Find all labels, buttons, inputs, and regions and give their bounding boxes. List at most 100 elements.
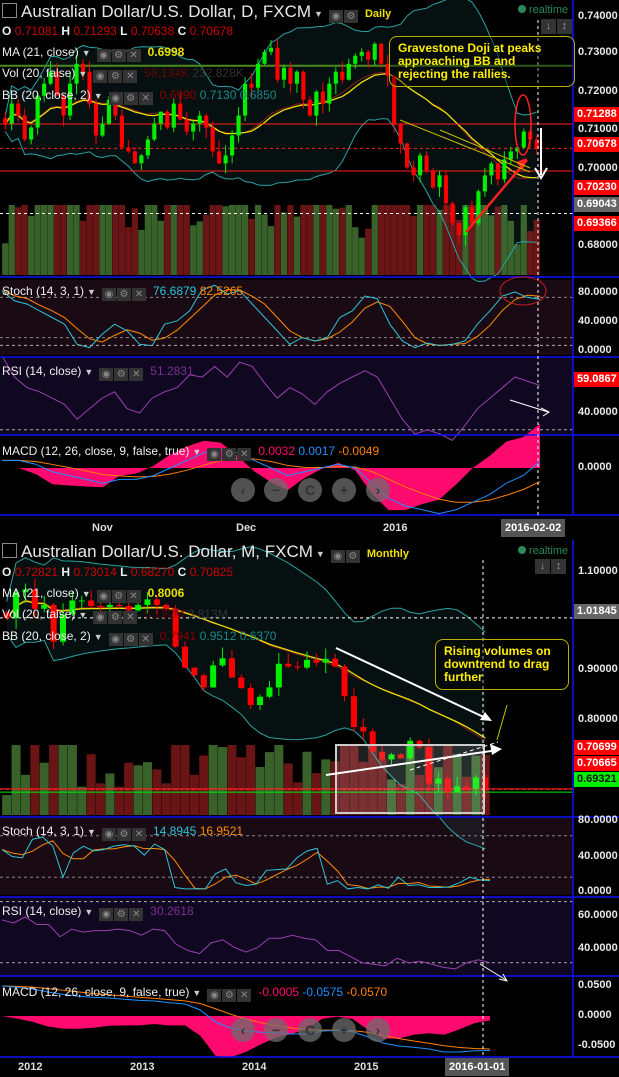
candle-body <box>153 599 160 605</box>
reset-icon[interactable]: C <box>298 1018 322 1042</box>
close-icon[interactable]: ✕ <box>126 590 141 603</box>
gear-icon[interactable]: ⚙ <box>345 550 360 563</box>
volume-bar <box>96 783 106 815</box>
bollinger-lower <box>4 118 537 283</box>
close-icon[interactable]: ✕ <box>237 989 252 1002</box>
bollinger-band-fill <box>5 0 537 282</box>
monthly-annotation-callout[interactable]: Rising volumes on downtrend to drag furt… <box>435 639 569 690</box>
close-icon[interactable]: ✕ <box>138 633 153 646</box>
close-icon[interactable]: ✕ <box>129 368 144 381</box>
eye-icon[interactable]: ◉ <box>207 989 222 1002</box>
eye-icon[interactable]: ◉ <box>328 10 343 23</box>
scale-icon[interactable]: ↕ <box>557 19 572 34</box>
gear-icon[interactable]: ⚙ <box>108 70 123 83</box>
gear-icon[interactable]: ⚙ <box>108 611 123 624</box>
candle-body <box>392 75 397 124</box>
monthly-chart-title[interactable]: Australian Dollar/U.S. Dollar, M, FXCM ▼ ◉… <box>2 542 409 563</box>
chevron-down-icon[interactable]: ▼ <box>315 549 325 559</box>
candle-body <box>217 151 222 164</box>
eye-icon[interactable]: ◉ <box>101 288 116 301</box>
daily-rsi-legend[interactable]: RSI (14, close) ▼ ◉ ⚙ ✕ 51.2831 <box>2 364 194 381</box>
daily-annotation-callout[interactable]: Gravestone Doji at peaks approaching BB … <box>389 36 575 87</box>
close-icon[interactable]: ✕ <box>123 611 138 624</box>
daily-stoch-legend[interactable]: Stoch (14, 3, 1) ▼ ◉ ⚙ ✕ 76.6879 82.5265 <box>2 284 244 301</box>
gear-icon[interactable]: ⚙ <box>123 633 138 646</box>
chevron-right-icon[interactable]: › <box>366 478 390 502</box>
volume-bar <box>21 205 28 275</box>
eye-icon[interactable]: ◉ <box>108 92 123 105</box>
ma-legend[interactable]: MA (21, close) ▼ ◉ ⚙ ✕ 0.6998 <box>2 45 185 62</box>
candle-body <box>482 175 487 192</box>
gear-icon[interactable]: ⚙ <box>343 10 358 23</box>
gear-icon[interactable]: ⚙ <box>123 92 138 105</box>
candle-body <box>236 115 241 136</box>
close-icon[interactable]: ✕ <box>126 49 141 62</box>
eye-icon[interactable]: ◉ <box>93 611 108 624</box>
close-icon[interactable]: ✕ <box>131 288 146 301</box>
chevron-down-icon[interactable]: ▼ <box>314 9 323 19</box>
eye-icon[interactable]: ◉ <box>99 908 114 921</box>
eye-icon[interactable]: ◉ <box>96 590 111 603</box>
volume-bar <box>293 216 301 275</box>
gear-icon[interactable]: ⚙ <box>116 288 131 301</box>
candle-body <box>341 666 348 697</box>
arrow-head <box>498 973 509 982</box>
volume-bar <box>287 205 294 275</box>
volume-bar <box>66 205 74 275</box>
bb-legend[interactable]: BB (20, close, 2) ▼ ◉ ⚙ ✕ 0.6990 0.7130 0.685… <box>2 88 277 105</box>
gear-icon[interactable]: ⚙ <box>222 448 237 461</box>
eye-icon[interactable]: ◉ <box>96 49 111 62</box>
volume-bar <box>368 745 378 815</box>
close-icon[interactable]: ✕ <box>138 92 153 105</box>
minus-icon[interactable]: − <box>264 1018 288 1042</box>
chevron-left-icon[interactable]: ‹ <box>231 1018 255 1042</box>
volume-bar <box>8 205 15 275</box>
gear-icon[interactable]: ⚙ <box>114 368 129 381</box>
plus-icon[interactable]: + <box>332 1018 356 1042</box>
vol-legend[interactable]: Vol (20, false) ▼ ◉ ⚙ ✕ 59.134K 232.828K <box>2 66 244 83</box>
chevron-right-icon[interactable]: › <box>366 1018 390 1042</box>
ma-legend[interactable]: MA (21, close) ▼ ◉ ⚙ ✕ 0.8006 <box>2 586 185 603</box>
daily-macd-legend[interactable]: MACD (12, 26, close, 9, false, true) ▼ ◉ ⚙ ✕… <box>2 444 380 461</box>
monthly-macd-legend[interactable]: MACD (12, 26, close, 9, false, true) ▼ ◉ ⚙ ✕… <box>2 985 388 1002</box>
plus-icon[interactable]: + <box>332 478 356 502</box>
eye-icon[interactable]: ◉ <box>99 368 114 381</box>
gear-icon[interactable]: ⚙ <box>111 49 126 62</box>
close-icon[interactable]: ✕ <box>131 828 146 841</box>
monthly-rsi-legend[interactable]: RSI (14, close) ▼ ◉ ⚙ ✕ 30.2618 <box>2 904 194 921</box>
scale-icon[interactable]: ↕ <box>551 559 566 574</box>
candle-body <box>41 604 48 609</box>
eye-icon[interactable]: ◉ <box>108 633 123 646</box>
daily-chart-title[interactable]: Australian Dollar/U.S. Dollar, D, FXCM ▼ ◉… <box>2 2 391 23</box>
reset-icon[interactable]: C <box>298 478 322 502</box>
minus-icon[interactable]: − <box>264 478 288 502</box>
arrow-down-icon[interactable]: ↓ <box>541 19 556 34</box>
eye-icon[interactable]: ◉ <box>207 448 222 461</box>
axis-label: 1.10000 <box>578 565 618 577</box>
gear-icon[interactable]: ⚙ <box>222 989 237 1002</box>
candle-body <box>425 747 433 784</box>
eye-icon[interactable]: ◉ <box>101 828 116 841</box>
chevron-left-icon[interactable]: ‹ <box>231 478 255 502</box>
vol-legend[interactable]: Vol (20, false) ▼ ◉ ⚙ ✕ 5.192M 3.813M <box>2 607 228 624</box>
collapse-icon[interactable] <box>2 543 17 558</box>
eye-icon[interactable]: ◉ <box>93 70 108 83</box>
close-icon[interactable]: ✕ <box>129 908 144 921</box>
volume-bar <box>161 783 171 815</box>
close-icon[interactable]: ✕ <box>123 70 138 83</box>
bb-legend[interactable]: BB (20, close, 2) ▼ ◉ ⚙ ✕ 0.7941 0.9512 0.637… <box>2 629 277 646</box>
eye-icon[interactable]: ◉ <box>330 550 345 563</box>
candle-body <box>288 67 293 84</box>
candle-body <box>163 604 170 609</box>
gear-icon[interactable]: ⚙ <box>116 828 131 841</box>
gear-icon[interactable]: ⚙ <box>111 590 126 603</box>
candle-body <box>456 223 462 236</box>
candle-body <box>534 139 539 149</box>
arrow-down-icon[interactable]: ↓ <box>535 559 550 574</box>
collapse-icon[interactable] <box>2 3 17 18</box>
axis-label: 0.0000 <box>578 344 612 356</box>
close-icon[interactable]: ✕ <box>237 448 252 461</box>
monthly-stoch-legend[interactable]: Stoch (14, 3, 1) ▼ ◉ ⚙ ✕ 14.8945 16.9521 <box>2 824 244 841</box>
gear-icon[interactable]: ⚙ <box>114 908 129 921</box>
